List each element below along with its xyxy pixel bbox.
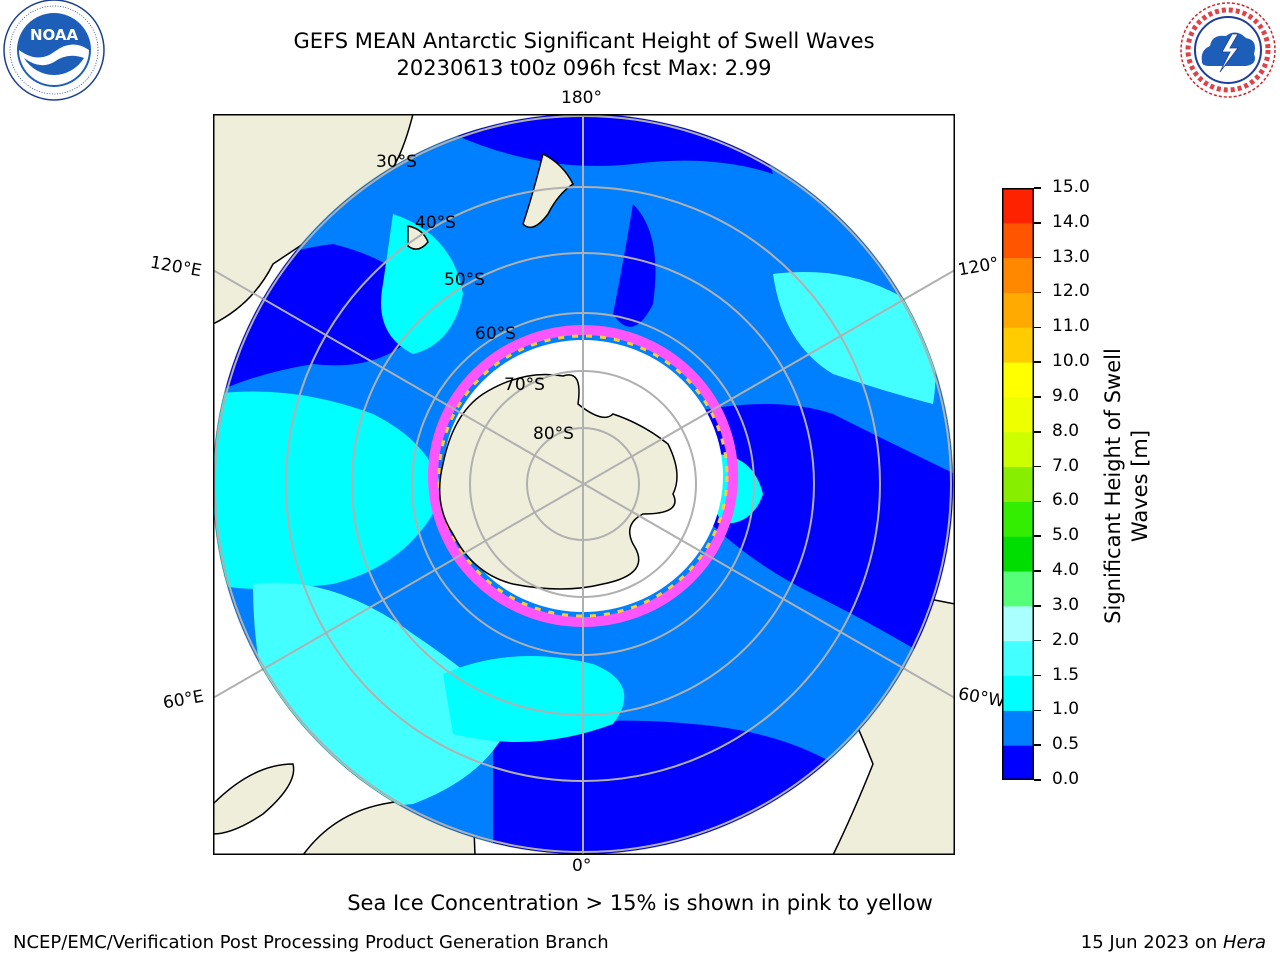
lon-label-120w: 120° [956, 253, 1001, 281]
colorbar-segment [1002, 431, 1034, 468]
colorbar-label-line2: Waves [m] [1128, 429, 1152, 543]
polar-map [213, 114, 955, 855]
colorbar-tick-label: 11.0 [1052, 316, 1090, 337]
footer-date: 15 Jun 2023 on Hera [1081, 932, 1266, 953]
colorbar-segment [1002, 396, 1034, 433]
colorbar-tick-label: 0.5 [1052, 734, 1080, 755]
footer-branch: NCEP/EMC/Verification Post Processing Pr… [13, 932, 609, 953]
footer-date-text: 15 Jun 2023 on [1080, 932, 1223, 953]
colorbar-tick-mark [1034, 291, 1041, 294]
colorbar-tick-mark [1034, 500, 1041, 503]
nws-logo [1176, 0, 1280, 104]
colorbar-tick-label: 2.0 [1052, 629, 1080, 650]
lon-label-60w: 60°W [956, 684, 1007, 712]
colorbar-tick-label: 4.0 [1052, 560, 1080, 581]
colorbar-tick-label: 1.0 [1052, 699, 1080, 720]
meridian-120e-60w [213, 269, 955, 699]
colorbar-tick-label: 3.0 [1052, 594, 1080, 615]
lat-label-60s: 60°S [475, 324, 516, 344]
colorbar-segment [1002, 362, 1034, 398]
colorbar-tick-label: 14.0 [1052, 211, 1090, 232]
colorbar-tick-label: 5.0 [1052, 525, 1080, 546]
colorbar-tick-label: 12.0 [1052, 281, 1090, 302]
colorbar-label-line1: Significant Height of Swell [1101, 348, 1125, 624]
colorbar-tick-mark [1034, 535, 1041, 537]
chart-subtitle: 20230613 t00z 096h fcst Max: 2.99 [396, 56, 772, 80]
lat-label-30s: 30°S [376, 152, 417, 172]
colorbar-segment [1002, 327, 1034, 363]
colorbar-segment [1002, 222, 1034, 259]
colorbar-tick-mark [1034, 326, 1041, 329]
colorbar-tick-mark [1034, 187, 1041, 189]
noaa-logo: NOAA [2, 0, 106, 104]
ocean-cyan-west [213, 391, 443, 589]
colorbar-tick-label: 6.0 [1052, 490, 1080, 511]
lon-label-0: 0° [572, 856, 592, 876]
ocean-deep-band [613, 204, 656, 327]
lat-label-80s: 80°S [533, 424, 574, 444]
land-madagascar [213, 763, 295, 835]
land-new-zealand [522, 152, 574, 229]
colorbar-segment [1002, 501, 1034, 537]
svg-text:NOAA: NOAA [30, 26, 79, 44]
colorbar-segment [1002, 536, 1034, 572]
colorbar-segment [1002, 571, 1034, 607]
colorbar-tick-label: 8.0 [1052, 420, 1080, 441]
map-frame [213, 114, 955, 855]
colorbar-tick-mark [1034, 256, 1041, 259]
colorbar-tick-mark [1034, 709, 1041, 712]
colorbar-tick-mark [1034, 605, 1041, 607]
lon-label-180: 180° [561, 88, 602, 108]
colorbar [1002, 188, 1034, 781]
lon-label-60e: 60°E [161, 686, 206, 714]
colorbar-segment [1002, 188, 1034, 224]
colorbar-tick-mark [1034, 361, 1041, 363]
colorbar-segment [1002, 605, 1034, 642]
colorbar-tick-mark [1034, 396, 1041, 398]
colorbar-segment [1002, 640, 1034, 677]
sea-ice-caption: Sea Ice Concentration > 15% is shown in … [347, 891, 933, 915]
colorbar-segment [1002, 710, 1034, 746]
colorbar-tick-mark [1034, 431, 1041, 433]
colorbar-tick-mark [1034, 465, 1041, 468]
colorbar-tick-mark [1034, 779, 1041, 781]
footer-host: Hera [1222, 932, 1266, 953]
colorbar-segment [1002, 745, 1034, 781]
lat-label-50s: 50°S [444, 270, 485, 290]
colorbar-tick-mark [1034, 674, 1041, 677]
lon-label-120e: 120°E [148, 252, 204, 282]
ocean-cyan-bottom [443, 656, 625, 742]
chart-title: GEFS MEAN Antarctic Significant Height o… [293, 29, 875, 53]
lat-label-70s: 70°S [504, 375, 545, 395]
colorbar-tick-mark [1034, 744, 1041, 746]
colorbar-segment [1002, 257, 1034, 293]
colorbar-tick-label: 9.0 [1052, 385, 1080, 406]
colorbar-tick-label: 7.0 [1052, 455, 1080, 476]
lat-label-40s: 40°S [415, 213, 456, 233]
colorbar-tick-label: 0.0 [1052, 769, 1080, 789]
colorbar-segment [1002, 466, 1034, 502]
colorbar-segment [1002, 675, 1034, 711]
colorbar-tick-mark [1034, 222, 1041, 224]
colorbar-tick-mark [1034, 570, 1041, 572]
colorbar-tick-label: 13.0 [1052, 246, 1090, 267]
colorbar-tick-label: 10.0 [1052, 351, 1090, 372]
colorbar-segment [1002, 292, 1034, 328]
colorbar-frame [1002, 188, 1034, 780]
colorbar-tick-label: 15.0 [1052, 177, 1090, 197]
colorbar-tick-label: 1.5 [1052, 664, 1080, 685]
colorbar-tick-mark [1034, 639, 1041, 642]
